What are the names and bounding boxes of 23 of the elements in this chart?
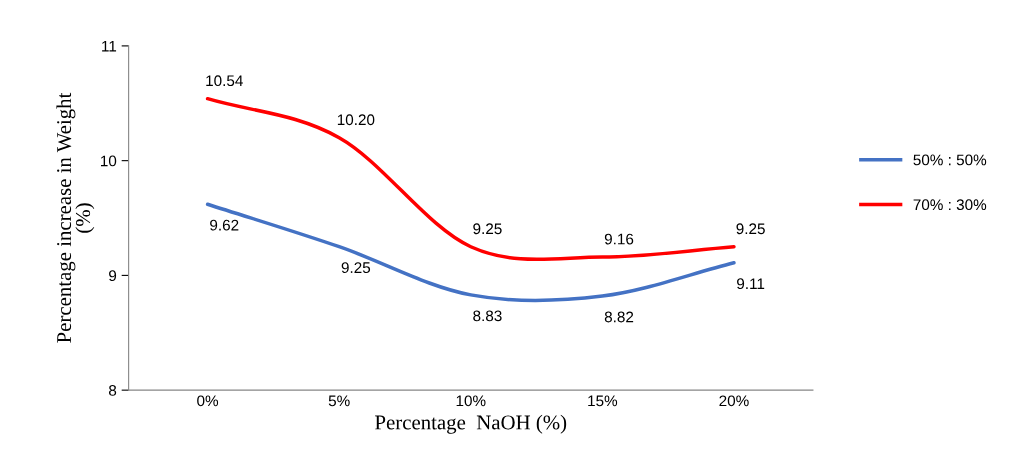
- y-tick-label: 9: [109, 270, 117, 282]
- data-label: 10.54: [206, 75, 243, 87]
- data-label: 8.83: [473, 310, 502, 322]
- y-tick-label: 8: [108, 385, 117, 396]
- x-tick-label: 20%: [719, 395, 749, 407]
- x-tick-label: 15%: [588, 395, 618, 407]
- x-tick-label: 10%: [456, 395, 486, 407]
- data-label: 8.82: [604, 311, 634, 323]
- x-axis-title: Percentage NaOH (%): [375, 414, 567, 434]
- data-label: 9.16: [604, 233, 634, 245]
- legend-label: 70% : 30%: [913, 199, 987, 211]
- y-tick-label: 11: [102, 40, 117, 52]
- data-label: 9.62: [210, 219, 239, 231]
- x-tick-label: 5%: [328, 395, 350, 407]
- y-tick-label: 10: [100, 155, 117, 167]
- y-axis-title: Percentage increase in Weight (%): [56, 92, 95, 343]
- data-label: 9.25: [736, 223, 765, 235]
- data-label: 9.25: [341, 262, 371, 274]
- data-label: 9.11: [737, 278, 765, 290]
- data-label: 10.20: [337, 114, 375, 126]
- x-tick-label: 0%: [197, 395, 219, 407]
- legend-label: 50% : 50%: [913, 154, 987, 166]
- data-label: 9.25: [473, 223, 502, 235]
